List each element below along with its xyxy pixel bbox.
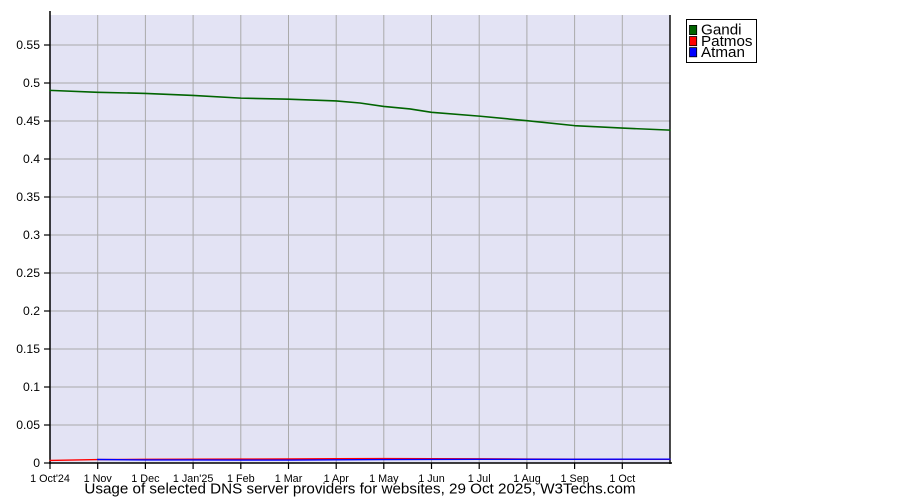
svg-text:0.4: 0.4 bbox=[23, 152, 40, 166]
svg-text:0.55: 0.55 bbox=[16, 38, 40, 52]
svg-text:0.1: 0.1 bbox=[23, 380, 40, 394]
svg-text:Atman: Atman bbox=[701, 44, 745, 61]
svg-text:0.2: 0.2 bbox=[23, 304, 40, 318]
svg-text:0: 0 bbox=[33, 456, 40, 470]
svg-text:0.25: 0.25 bbox=[16, 266, 40, 280]
svg-text:0.05: 0.05 bbox=[16, 418, 40, 432]
svg-text:0.35: 0.35 bbox=[16, 190, 40, 204]
svg-text:0.45: 0.45 bbox=[16, 114, 40, 128]
svg-text:0.15: 0.15 bbox=[16, 342, 40, 356]
svg-text:0.3: 0.3 bbox=[23, 228, 40, 242]
svg-text:0.5: 0.5 bbox=[23, 76, 40, 90]
svg-text:Usage of selected DNS server p: Usage of selected DNS server providers f… bbox=[84, 481, 635, 498]
svg-text:1 Oct'24: 1 Oct'24 bbox=[30, 473, 70, 485]
